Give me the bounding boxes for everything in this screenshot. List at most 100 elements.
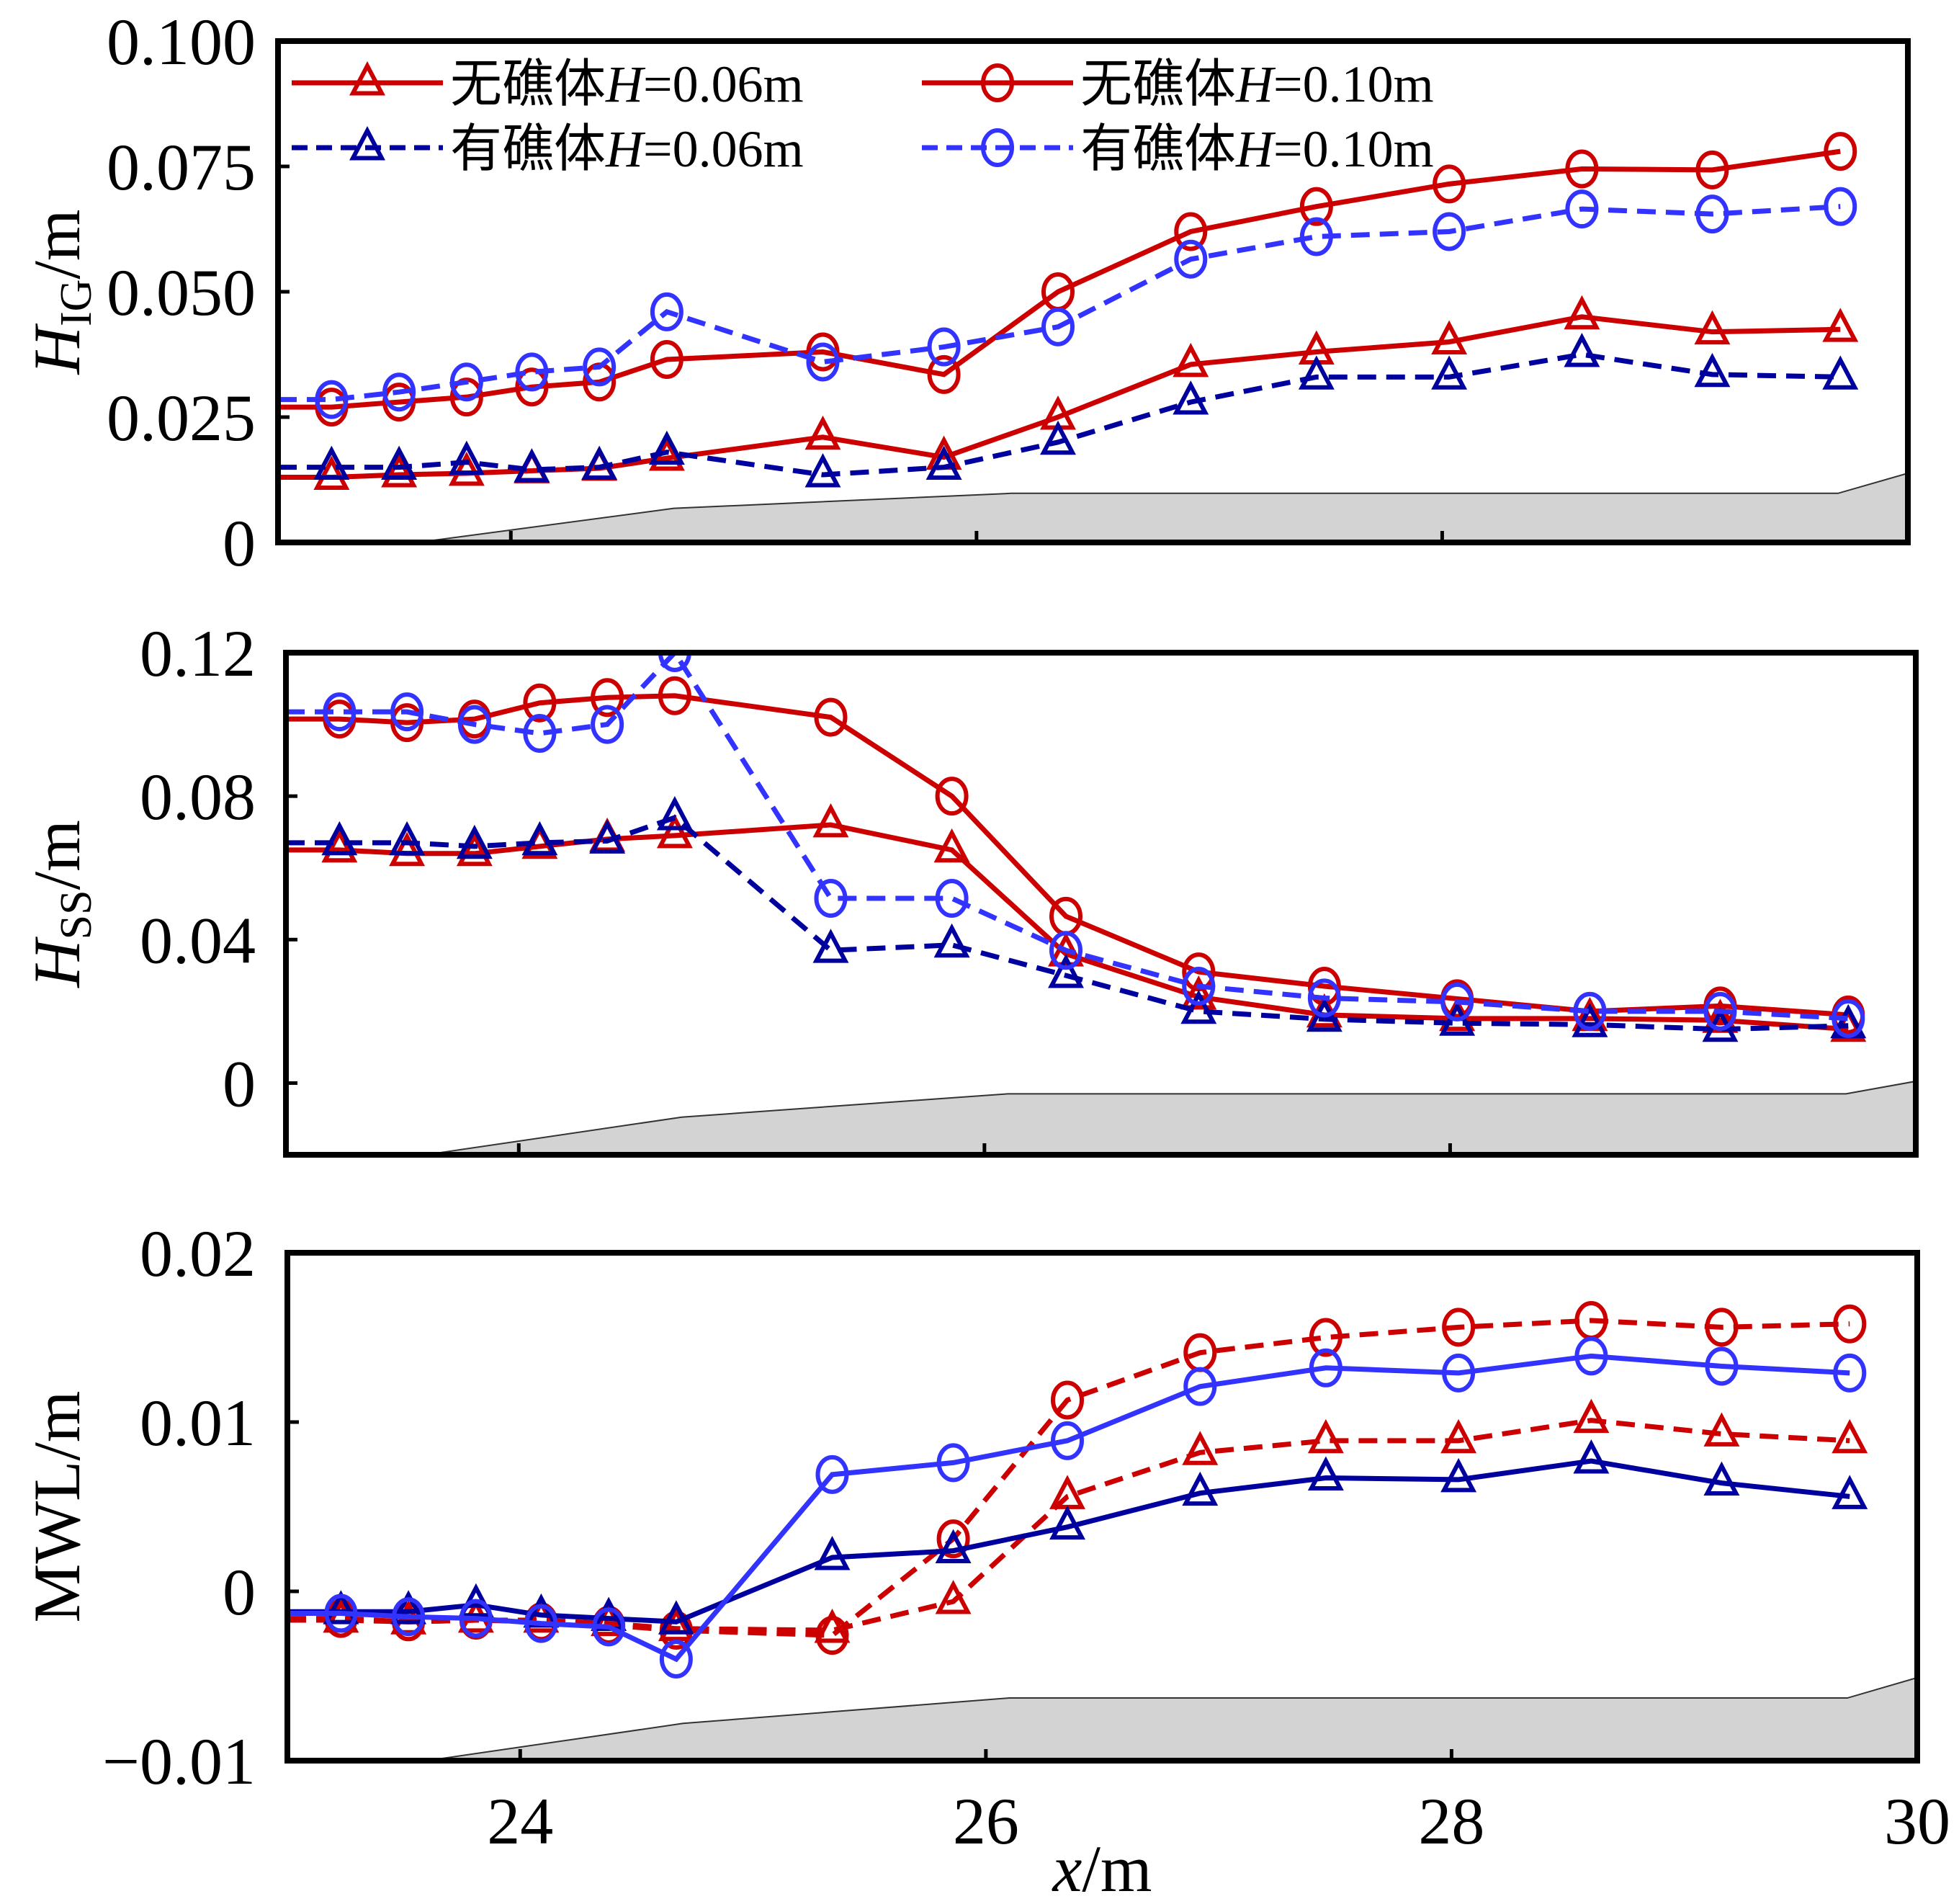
data-point (1822, 355, 1859, 390)
data-point (1695, 150, 1729, 189)
data-point (313, 445, 350, 481)
data-point (658, 1606, 694, 1642)
data-point (1049, 931, 1083, 970)
data-point (814, 697, 848, 737)
data-point (591, 678, 624, 718)
y-axis-label-unit: /m (20, 210, 94, 280)
data-point (313, 455, 350, 490)
data-point (1049, 1505, 1085, 1540)
y-axis-label-main: H (20, 323, 94, 375)
data-point (449, 362, 483, 402)
data-point (1573, 1439, 1610, 1474)
data-point (323, 1590, 359, 1624)
data-point (390, 692, 424, 732)
legend-label: 有礁体H=0.10m (1080, 120, 1434, 178)
legend-label-prefix: 无礁体 (450, 55, 606, 113)
data-point (933, 923, 970, 958)
data-point (457, 705, 491, 744)
data-point (1307, 978, 1341, 1018)
data-point (390, 703, 424, 743)
data-point (1565, 189, 1599, 229)
data-point (1051, 1421, 1085, 1460)
data-point (925, 445, 962, 481)
legend-label-suffix: =0.10m (1273, 55, 1434, 113)
series-line (278, 148, 1841, 410)
data-point (1433, 212, 1466, 251)
x-tick-label: 24 (487, 1784, 553, 1858)
y-tick-label: 0 (223, 1047, 256, 1120)
legend-label-prefix: 有礁体 (1080, 120, 1236, 178)
data-point (1174, 239, 1208, 279)
data-point (459, 1599, 493, 1638)
data-point (1173, 342, 1209, 377)
data-point (659, 1640, 693, 1679)
data-point (658, 676, 691, 715)
legend-marker (981, 63, 1014, 102)
series-1 (278, 132, 1857, 427)
legend-label-suffix: =0.10m (1273, 120, 1434, 178)
data-point (1824, 187, 1857, 226)
data-point (936, 1443, 970, 1483)
series-line (278, 352, 1841, 478)
y-axis-label-unit: /m (20, 1391, 94, 1461)
data-point (1182, 1471, 1219, 1506)
data-point (814, 879, 848, 919)
data-point (812, 929, 849, 963)
y-tick-label: 0.04 (140, 903, 256, 977)
data-point (1832, 1418, 1868, 1454)
legend-label-var: H (605, 55, 646, 113)
data-point (515, 352, 549, 392)
data-point (583, 347, 617, 387)
data-point (650, 292, 683, 331)
y-axis-label-main: H (20, 937, 94, 988)
data-point (1695, 195, 1729, 234)
data-point (1440, 982, 1474, 1022)
data-point (935, 879, 969, 919)
series-line (286, 653, 1849, 1022)
legend-entry: 无礁体H=0.06m (292, 55, 804, 113)
data-point (315, 380, 349, 419)
data-point (1832, 998, 1865, 1038)
data-point (456, 824, 493, 859)
data-point (581, 445, 618, 481)
data-point (524, 1604, 558, 1643)
data-point (1182, 952, 1216, 992)
data-point (1433, 164, 1466, 204)
legend-marker (349, 61, 385, 96)
y-tick-label: 0.01 (140, 1386, 256, 1460)
data-point (382, 383, 416, 422)
data-point (1174, 212, 1208, 251)
y-tick-label: 0.08 (140, 760, 256, 833)
data-point (389, 821, 426, 856)
data-point (1564, 332, 1600, 367)
data-point (1051, 1380, 1085, 1420)
y-axis-label-main: MWL (20, 1461, 94, 1623)
bathymetry-profile (417, 472, 1908, 542)
data-point (381, 445, 418, 481)
plot-frame (275, 38, 1911, 545)
legend-label-prefix: 有礁体 (450, 120, 606, 178)
y-tick-label: −0.01 (102, 1725, 256, 1798)
series-line (286, 815, 1849, 1032)
plot-frame (284, 1250, 1920, 1764)
legend-label: 无礁体H=0.06m (450, 55, 804, 113)
data-point (927, 354, 961, 394)
data-point (1298, 355, 1335, 390)
data-point (1833, 1353, 1867, 1393)
data-point (656, 796, 693, 831)
data-point (812, 803, 849, 838)
data-point (1832, 1475, 1868, 1509)
data-point (1703, 991, 1737, 1031)
y-tick-label: 0.12 (140, 617, 256, 690)
legend-entry: 有礁体H=0.10m (922, 120, 1434, 178)
data-point (1705, 1308, 1739, 1347)
data-point (1431, 320, 1468, 355)
data-point (936, 1519, 970, 1559)
data-point (390, 1590, 427, 1624)
data-point (1182, 1431, 1219, 1465)
data-point (448, 451, 485, 486)
data-point (1299, 187, 1333, 226)
data-point (1833, 1304, 1867, 1344)
data-point (1049, 1475, 1085, 1509)
